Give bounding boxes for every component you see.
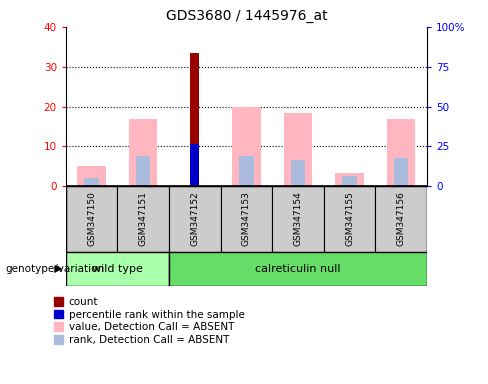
Bar — [394, 158, 408, 186]
Text: calreticulin null: calreticulin null — [255, 264, 341, 274]
Bar — [78, 166, 106, 186]
Bar — [221, 186, 272, 252]
Bar — [272, 186, 324, 252]
Text: GSM347152: GSM347152 — [190, 192, 200, 246]
Bar — [291, 161, 305, 186]
Bar — [136, 156, 150, 186]
Text: GSM347155: GSM347155 — [345, 192, 354, 246]
Text: GSM347154: GSM347154 — [293, 192, 303, 246]
Text: genotype/variation: genotype/variation — [5, 264, 104, 274]
Bar — [190, 144, 200, 186]
Bar — [169, 186, 221, 252]
Bar — [239, 156, 254, 186]
Title: GDS3680 / 1445976_at: GDS3680 / 1445976_at — [165, 9, 327, 23]
Text: GSM347156: GSM347156 — [397, 192, 406, 246]
Bar — [324, 186, 375, 252]
Bar — [66, 252, 169, 286]
Bar — [190, 53, 200, 186]
Text: GSM347150: GSM347150 — [87, 192, 96, 246]
Bar — [387, 119, 415, 186]
Bar — [169, 252, 427, 286]
Text: GSM347151: GSM347151 — [139, 192, 148, 246]
Bar — [375, 186, 427, 252]
Bar — [335, 174, 364, 186]
Bar — [343, 176, 357, 186]
Legend: count, percentile rank within the sample, value, Detection Call = ABSENT, rank, : count, percentile rank within the sample… — [54, 297, 244, 345]
Bar — [66, 186, 118, 252]
Bar — [129, 119, 158, 186]
Bar — [232, 107, 261, 186]
Bar — [284, 113, 312, 186]
Bar — [84, 178, 99, 186]
Text: GSM347153: GSM347153 — [242, 192, 251, 246]
Bar — [118, 186, 169, 252]
Text: wild type: wild type — [92, 264, 143, 274]
